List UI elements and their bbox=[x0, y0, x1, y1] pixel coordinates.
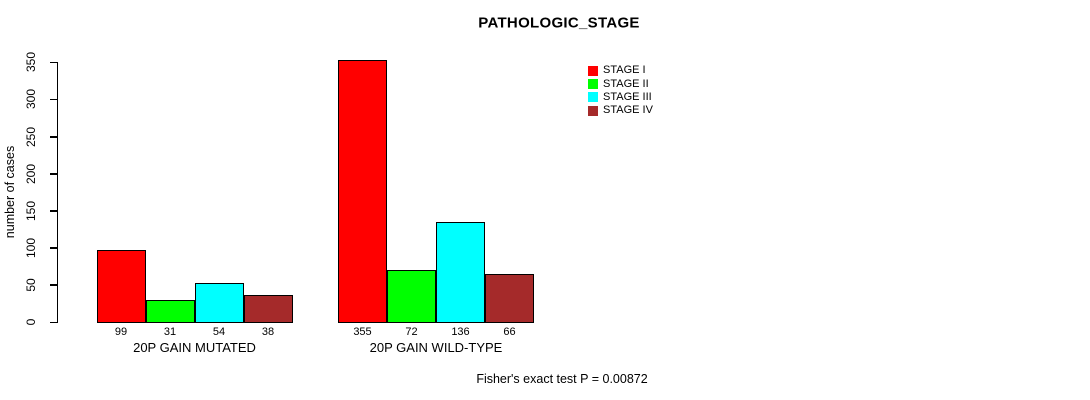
bar-value-label: 31 bbox=[163, 326, 177, 338]
bar bbox=[485, 274, 534, 323]
legend-item: STAGE II bbox=[588, 77, 653, 90]
y-axis-title: number of cases bbox=[3, 145, 17, 239]
bar bbox=[145, 299, 195, 323]
y-axis-tick bbox=[50, 210, 58, 212]
y-axis-tick bbox=[50, 98, 58, 101]
legend-label: STAGE II bbox=[603, 77, 649, 90]
bar bbox=[338, 59, 387, 323]
legend-label: STAGE IV bbox=[603, 104, 653, 117]
legend: STAGE I STAGE II STAGE III STAGE IV bbox=[588, 64, 653, 118]
x-group-label: 20P GAIN WILD-TYPE bbox=[369, 340, 503, 355]
y-axis-tick-label: 150 bbox=[24, 200, 38, 221]
bar-value-label: 72 bbox=[405, 326, 418, 338]
bar-value-label: 136 bbox=[451, 326, 470, 338]
legend-item: STAGE I bbox=[588, 64, 653, 77]
y-axis-tick-label: 50 bbox=[24, 278, 38, 292]
bar-value-label: 355 bbox=[353, 326, 372, 338]
stat-test-annotation: Fisher's exact test P = 0.00872 bbox=[476, 372, 648, 386]
y-axis-tick bbox=[50, 136, 58, 138]
y-axis-tick-label: 250 bbox=[24, 126, 38, 147]
y-axis-tick-label: 100 bbox=[24, 237, 38, 258]
y-axis-tick-label: 200 bbox=[24, 163, 38, 184]
legend-swatch-icon bbox=[588, 79, 598, 90]
legend-item: STAGE IV bbox=[588, 104, 653, 117]
y-axis-tick bbox=[50, 247, 58, 249]
legend-label: STAGE III bbox=[603, 90, 652, 103]
legend-swatch-icon bbox=[588, 92, 598, 103]
legend-label: STAGE I bbox=[603, 64, 646, 77]
y-axis-tick-label: 0 bbox=[24, 318, 38, 326]
bar-value-label: 38 bbox=[261, 326, 275, 338]
y-axis-tick bbox=[50, 61, 58, 64]
x-group-label: 20P GAIN MUTATED bbox=[133, 340, 256, 355]
bar bbox=[436, 222, 485, 323]
legend-swatch-icon bbox=[588, 65, 598, 76]
legend-item: STAGE III bbox=[588, 91, 653, 104]
y-axis-tick-label: 300 bbox=[24, 89, 38, 110]
bar bbox=[96, 249, 146, 323]
bar-value-label: 99 bbox=[114, 326, 128, 338]
bar bbox=[194, 282, 244, 323]
bar bbox=[387, 269, 436, 323]
y-axis-tick bbox=[50, 284, 58, 286]
bar-value-label: 54 bbox=[212, 326, 226, 338]
bar bbox=[243, 294, 293, 323]
y-axis-tick bbox=[50, 173, 58, 175]
y-axis-line bbox=[56, 63, 58, 323]
y-axis-tick bbox=[50, 321, 58, 323]
legend-swatch-icon bbox=[588, 105, 598, 116]
y-axis-tick-label: 350 bbox=[24, 52, 38, 73]
chart-title: PATHOLOGIC_STAGE bbox=[478, 14, 640, 32]
bar-value-label: 66 bbox=[503, 326, 516, 338]
